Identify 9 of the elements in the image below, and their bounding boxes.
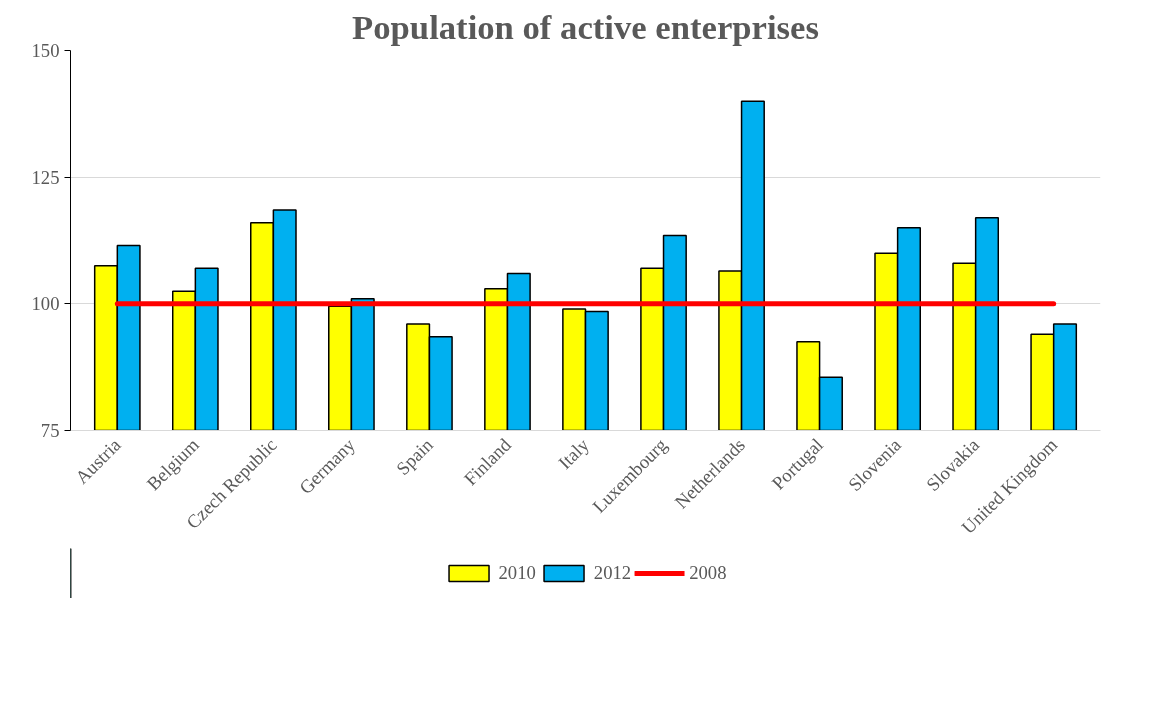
legend-label: 2010 [498,562,536,584]
legend-label: 2008 [689,562,727,584]
chart-title: Population of active enterprises [352,7,819,46]
y-tick-label: 100 [31,293,60,315]
x-tick-label: Italy [553,433,594,474]
y-tick-label: 125 [31,166,60,188]
legend-label: 2012 [593,562,632,584]
y-tick-label: 150 [31,40,60,61]
y-tick-label: 75 [40,420,60,441]
